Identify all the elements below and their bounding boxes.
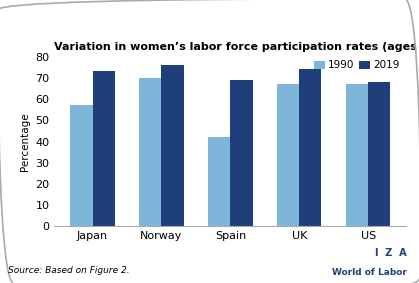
Bar	[93, 72, 115, 226]
Bar	[140, 78, 161, 226]
Text: Source: Based on Figure 2.: Source: Based on Figure 2.	[8, 265, 130, 275]
Bar	[161, 65, 184, 226]
Text: I  Z  A: I Z A	[375, 248, 406, 258]
Bar	[230, 80, 253, 226]
Text: World of Labor: World of Labor	[331, 268, 406, 277]
Bar	[368, 82, 391, 226]
Bar	[300, 69, 321, 226]
Legend: 1990, 2019: 1990, 2019	[312, 58, 401, 72]
Bar	[70, 106, 93, 226]
Bar	[277, 84, 300, 226]
Text: Variation in women’s labor force participation rates (ages 15–64): Variation in women’s labor force partici…	[54, 42, 419, 52]
Bar	[346, 84, 368, 226]
Bar	[208, 137, 230, 226]
Y-axis label: Percentage: Percentage	[20, 112, 30, 171]
